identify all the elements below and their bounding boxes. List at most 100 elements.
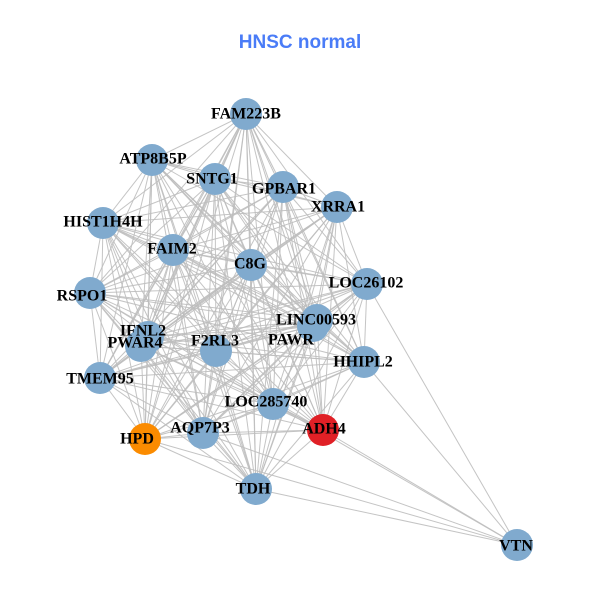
node-LOC26102 (351, 268, 383, 300)
node-HHIPL2 (348, 346, 380, 378)
node-label-SNTG1: SNTG1 (186, 171, 238, 188)
edge (147, 319, 318, 338)
edge (102, 222, 217, 352)
node-TMEM95 (84, 362, 116, 394)
node-label-HHIPL2: HHIPL2 (333, 354, 393, 371)
node-label-LOC26102: LOC26102 (329, 275, 404, 292)
node-FAIM2 (157, 234, 189, 266)
node-VTN (501, 529, 533, 561)
edge (140, 345, 324, 431)
edge (102, 222, 149, 338)
edge (147, 336, 204, 434)
node-AQP7P3 (187, 417, 219, 449)
edge (89, 159, 153, 294)
edge (202, 113, 247, 434)
edge (89, 283, 368, 294)
node-label-F2RL3: F2RL3 (191, 333, 239, 350)
edge (89, 113, 247, 294)
edge (102, 222, 274, 405)
node-label-TDH: TDH (236, 481, 271, 498)
edge (144, 438, 257, 490)
edge (89, 206, 338, 294)
node-HIST1H4H (87, 207, 119, 239)
edge (140, 325, 314, 347)
node-ADH4 (307, 414, 339, 446)
node-label-GPBAR1: GPBAR1 (252, 181, 316, 198)
edge (102, 222, 146, 440)
edge (102, 113, 247, 224)
edge (102, 222, 142, 347)
edge (316, 206, 338, 321)
edge (363, 361, 518, 546)
edge (151, 159, 338, 208)
edge (89, 292, 318, 321)
edge (147, 264, 252, 338)
node-label-XRRA1: XRRA1 (311, 199, 365, 216)
edge (214, 178, 318, 321)
node-FAM223B (230, 98, 262, 130)
edge (366, 283, 518, 546)
node-label-ATP8B5P: ATP8B5P (119, 151, 186, 168)
edge (255, 488, 518, 546)
edge (99, 361, 365, 379)
node-IFNL2 (132, 321, 164, 353)
node-F2RL3 (200, 335, 232, 367)
edge (140, 283, 368, 347)
edge (215, 350, 365, 363)
node-label-C8G: C8G (234, 256, 267, 273)
edge (102, 186, 284, 224)
edge (147, 283, 368, 338)
node-SNTG1 (199, 163, 231, 195)
node-label-VTN: VTN (499, 538, 533, 555)
node-label-FAM223B: FAM223B (211, 106, 281, 123)
node-label-PWAR4: PWAR4 (107, 335, 162, 352)
edge (140, 159, 153, 347)
edge (214, 178, 368, 285)
edge (250, 264, 324, 431)
edge (151, 159, 368, 285)
node-label-TMEM95: TMEM95 (66, 371, 134, 388)
edge (172, 206, 338, 251)
edge (89, 292, 146, 440)
node-label-LINC00593: LINC00593 (276, 312, 356, 329)
edge (202, 429, 324, 434)
node-label-PAWR: PAWR (268, 332, 314, 349)
edge (250, 264, 368, 285)
edge (99, 264, 252, 379)
node-ATP8B5P (136, 144, 168, 176)
node-label-FAIM2: FAIM2 (147, 241, 196, 258)
edge (215, 350, 257, 490)
node-LOC285740 (257, 388, 289, 420)
edge (245, 113, 324, 431)
node-TDH (240, 473, 272, 505)
node-label-RSPO1: RSPO1 (57, 288, 108, 305)
edge (172, 249, 324, 431)
edge (102, 222, 368, 285)
node-XRRA1 (321, 191, 353, 223)
node-label-AQP7P3: AQP7P3 (170, 420, 230, 437)
edge (202, 432, 518, 546)
edge (144, 429, 324, 440)
edge (140, 345, 204, 434)
edge (272, 283, 368, 405)
edge (245, 113, 314, 327)
edge (89, 264, 252, 294)
edge (322, 429, 518, 546)
node-label-HPD: HPD (120, 431, 154, 448)
edge (102, 222, 257, 490)
edge (202, 319, 318, 434)
node-RSPO1 (74, 277, 106, 309)
edge (144, 350, 217, 440)
edge (99, 377, 257, 490)
node-label-LOC285740: LOC285740 (225, 394, 308, 411)
edge (282, 186, 368, 285)
edge (99, 377, 324, 431)
node-C8G (235, 249, 267, 281)
edge (151, 113, 247, 161)
edge (144, 361, 365, 440)
chart-title: HNSC normal (238, 32, 362, 53)
edge (202, 186, 284, 434)
edge (89, 186, 284, 294)
node-LINC00593 (301, 304, 333, 336)
